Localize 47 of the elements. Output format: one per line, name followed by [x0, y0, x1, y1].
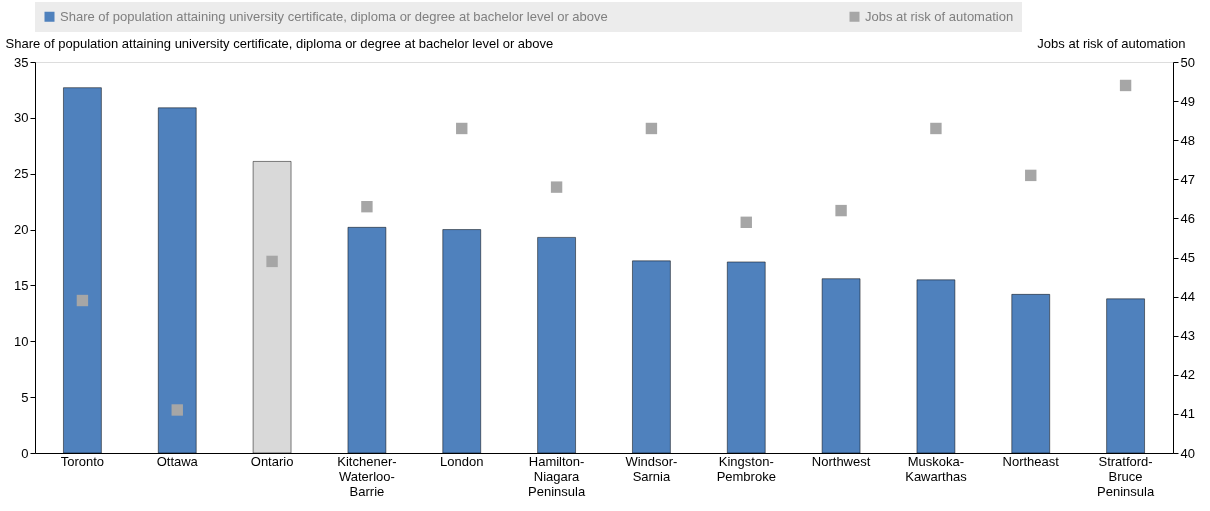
- x-tick-label: Hamilton-Niagara Peninsula: [528, 453, 586, 499]
- y2-tick-label: 41: [1180, 406, 1195, 422]
- x-tick-label: Windsor-Sarnia: [625, 453, 678, 484]
- y2-tick-label: 44: [1180, 289, 1195, 305]
- y-tick-label: 5: [21, 389, 29, 405]
- x-tick-label: Kitchener-Waterloo-Barrie: [337, 453, 397, 499]
- x-tick-label: Muskoka-Kawarthas: [905, 453, 968, 484]
- y-tick-label: 20: [14, 222, 29, 238]
- y2-tick-label: 45: [1180, 250, 1195, 265]
- point: [930, 122, 942, 135]
- x-tick-label: Northwest: [811, 453, 871, 469]
- y-tick-label: 25: [14, 166, 29, 182]
- y-axis-title: Share of population attaining university certificate, diploma or degree at bachelor level or above: [5, 35, 554, 51]
- y-tick-label: 10: [14, 333, 29, 349]
- y2-tick-label: 50: [1180, 54, 1195, 70]
- point: [645, 122, 658, 135]
- point: [171, 404, 183, 416]
- legend-label: Share of population attaining university certificate, diploma or degree at bachelor level or above: [60, 8, 608, 24]
- point: [835, 204, 847, 217]
- point: [1025, 169, 1037, 182]
- x-tick-label: London: [440, 453, 484, 469]
- legend-label: Jobs at risk of automation: [865, 8, 1014, 24]
- y-tick-label: 0: [21, 445, 29, 461]
- y-tick-label: 15: [14, 277, 29, 293]
- point: [76, 294, 89, 307]
- y2-tick-label: 46: [1180, 210, 1195, 226]
- y2-axis-title: Jobs at risk of automation: [1037, 35, 1186, 51]
- point: [361, 200, 373, 213]
- point: [456, 122, 468, 135]
- point: [1119, 79, 1132, 92]
- y2-tick-label: 40: [1180, 445, 1195, 461]
- x-tick-label: Stratford-Bruce Peninsula: [1097, 453, 1155, 499]
- x-tick-label: Kingston-Pembroke: [716, 453, 776, 484]
- point: [740, 216, 752, 229]
- y2-tick-label: 42: [1180, 367, 1195, 383]
- x-tick-label: Ontario: [250, 453, 294, 469]
- y-tick-label: 30: [14, 110, 29, 126]
- point: [550, 181, 563, 193]
- x-tick-label: Ottawa: [156, 453, 199, 469]
- y-tick-label: 35: [14, 54, 29, 70]
- x-tick-label: Northeast: [1002, 453, 1060, 469]
- y2-tick-label: 49: [1180, 93, 1195, 109]
- point: [266, 255, 278, 268]
- x-tick-label: Toronto: [60, 453, 105, 469]
- y2-tick-label: 48: [1180, 132, 1195, 148]
- y2-tick-label: 43: [1180, 328, 1195, 344]
- y2-tick-label: 47: [1180, 171, 1195, 187]
